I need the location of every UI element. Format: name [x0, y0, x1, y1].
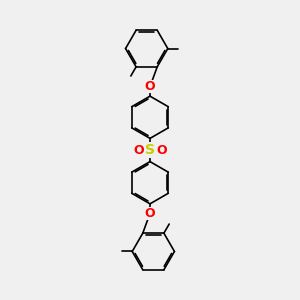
Text: S: S — [145, 143, 155, 157]
Text: O: O — [133, 143, 144, 157]
Text: O: O — [156, 143, 167, 157]
Text: O: O — [145, 207, 155, 220]
Text: O: O — [145, 80, 155, 93]
